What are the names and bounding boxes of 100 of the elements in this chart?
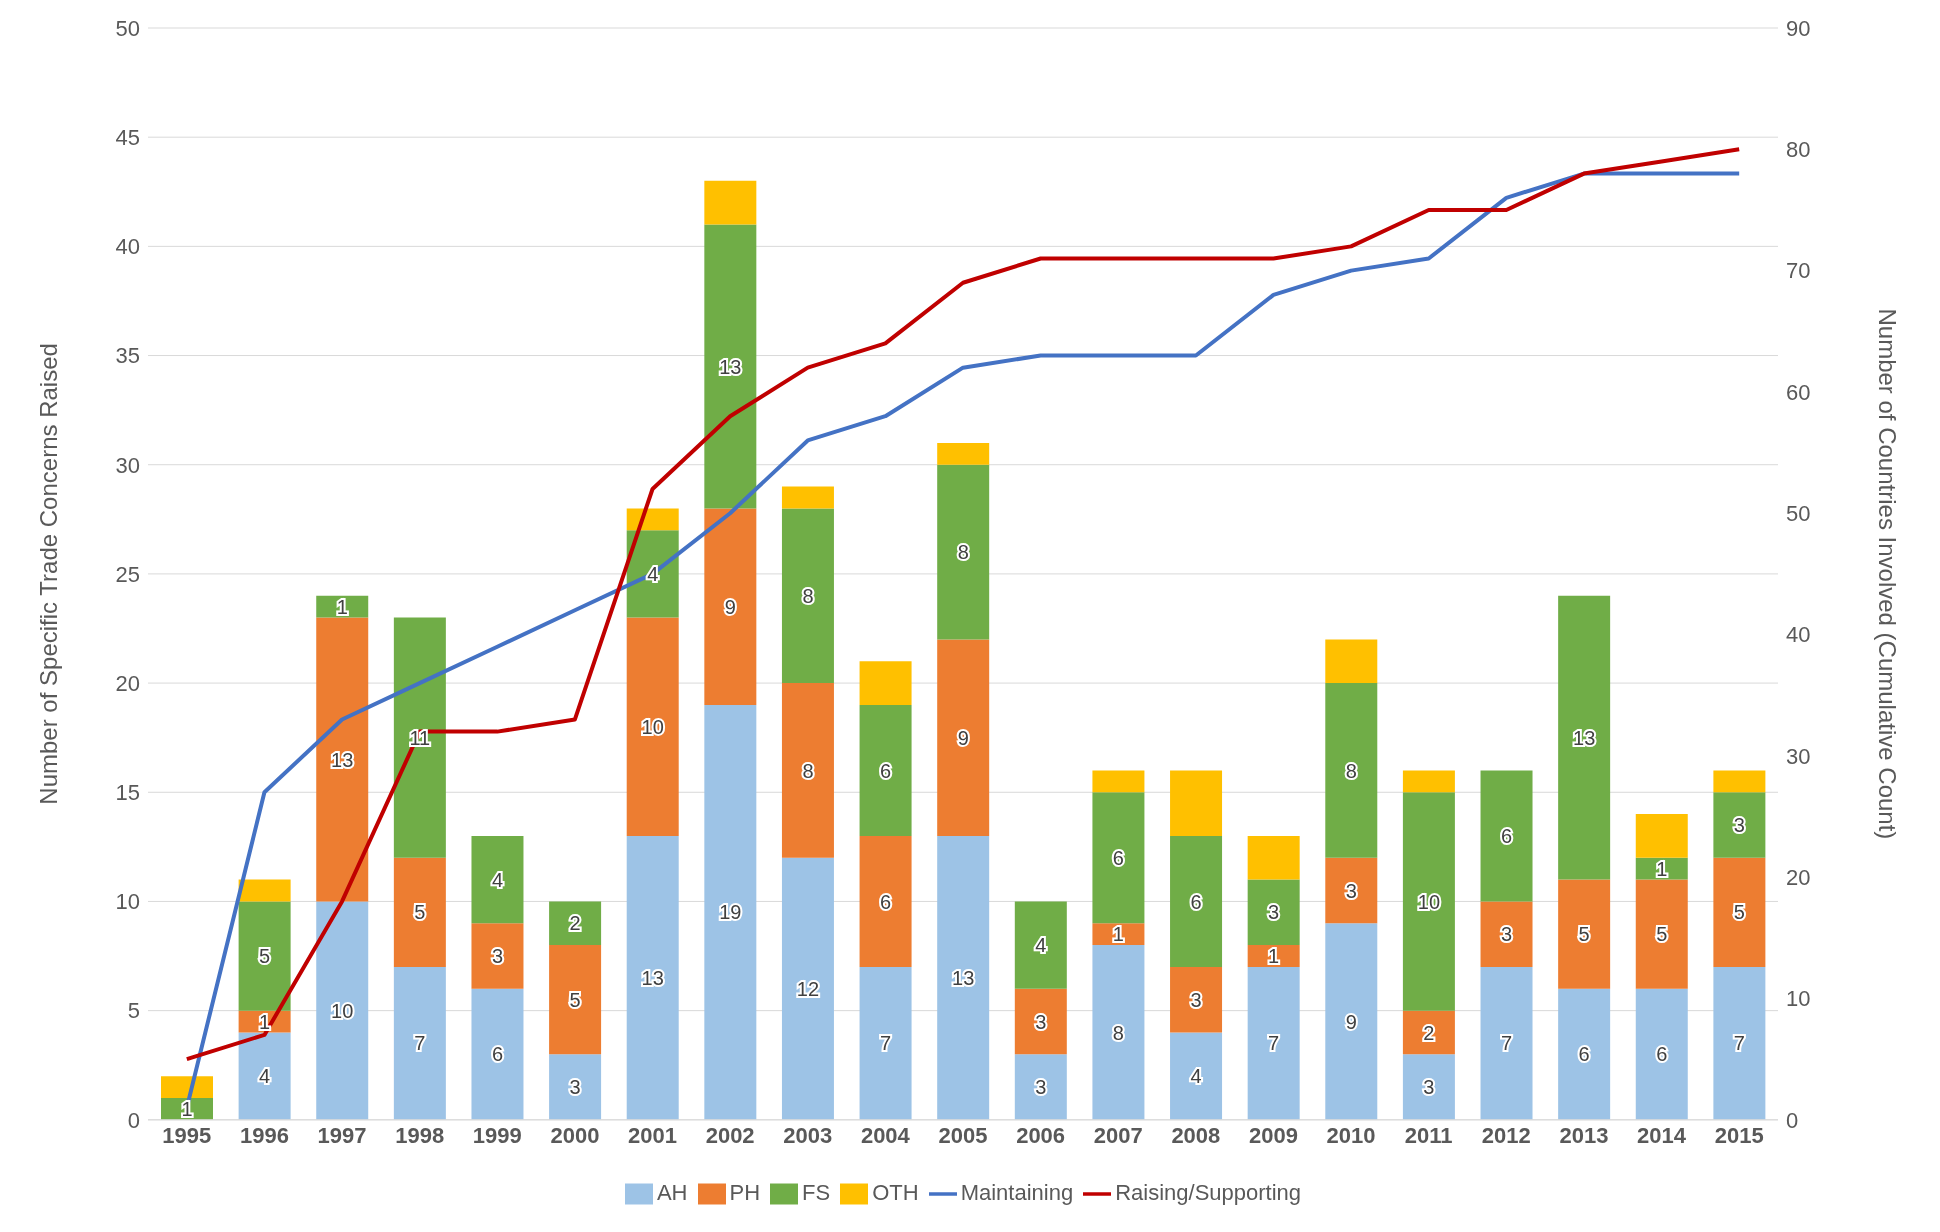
x-tick-label: 2013 xyxy=(1559,1123,1609,1149)
data-label: 19 xyxy=(719,901,742,924)
data-label: 1 xyxy=(1268,945,1280,968)
data-label: 1 xyxy=(336,595,348,618)
y2-tick-label: 90 xyxy=(1786,15,1811,41)
x-tick-label: 2014 xyxy=(1637,1123,1687,1149)
data-label: 3 xyxy=(1423,1076,1435,1099)
bar xyxy=(626,508,679,531)
y-tick-label: 10 xyxy=(115,889,140,915)
data-label: 3 xyxy=(1345,879,1357,902)
data-label: 9 xyxy=(1345,1010,1357,1033)
bar xyxy=(471,988,524,1120)
bar xyxy=(238,1032,291,1120)
data-label: 6 xyxy=(491,1043,504,1066)
bar xyxy=(1713,792,1766,858)
legend-label: PH xyxy=(729,1179,761,1205)
data-label: 5 xyxy=(1578,923,1590,946)
bar xyxy=(161,1076,213,1098)
y-tick-label: 30 xyxy=(115,452,140,478)
bar xyxy=(1480,901,1533,967)
y-tick-label: 0 xyxy=(127,1107,140,1133)
data-label: 3 xyxy=(569,1076,581,1099)
data-label: 6 xyxy=(880,890,892,913)
data-label: 3 xyxy=(491,945,504,968)
data-label: 8 xyxy=(1112,1021,1124,1044)
y-tick-label: 50 xyxy=(115,15,140,41)
bar xyxy=(1014,901,1067,989)
bar xyxy=(471,923,524,989)
data-label: 3 xyxy=(1268,901,1280,924)
x-tick-label: 1999 xyxy=(472,1123,522,1149)
bar xyxy=(549,901,602,946)
y-axis-title: Number of Specific Trade Concerns Raised xyxy=(34,343,62,805)
bar xyxy=(1092,792,1145,924)
y2-tick-label: 20 xyxy=(1786,865,1811,890)
bar xyxy=(393,617,446,858)
y2-axis-title: Number of Countries Involved (Cumulative Count) xyxy=(1874,308,1902,840)
data-label: 7 xyxy=(1733,1032,1745,1055)
data-label: 13 xyxy=(719,355,742,378)
bar xyxy=(1635,814,1688,858)
bar xyxy=(1170,835,1223,967)
bar xyxy=(937,835,990,1120)
data-label: 1 xyxy=(1656,857,1668,880)
data-label: 13 xyxy=(952,966,975,989)
bar xyxy=(1170,770,1223,836)
data-label: 6 xyxy=(1578,1043,1590,1066)
bar xyxy=(1170,1032,1223,1120)
data-label: 8 xyxy=(1345,759,1357,782)
y-tick-label: 5 xyxy=(127,998,140,1024)
bar xyxy=(471,835,524,924)
bar xyxy=(859,661,912,705)
y2-tick-label: 10 xyxy=(1786,986,1811,1012)
data-label: 7 xyxy=(414,1032,426,1055)
data-label: 13 xyxy=(331,748,354,771)
y2-tick-label: 40 xyxy=(1786,622,1811,648)
bar xyxy=(1402,1054,1455,1120)
y2-tick-label: 70 xyxy=(1786,258,1811,284)
data-label: 5 xyxy=(1656,923,1668,946)
bar xyxy=(704,704,757,1120)
bar xyxy=(1325,857,1378,924)
data-label: 10 xyxy=(641,715,664,738)
bar xyxy=(1558,595,1611,880)
y-tick-label: 20 xyxy=(115,670,140,696)
data-label: 6 xyxy=(1656,1043,1668,1066)
data-label: 7 xyxy=(1268,1032,1280,1055)
bar xyxy=(1635,879,1688,989)
y2-tick-label: 50 xyxy=(1786,501,1811,527)
bar xyxy=(1325,683,1378,858)
bar xyxy=(1325,923,1378,1120)
x-tick-label: 2004 xyxy=(860,1123,911,1149)
bar xyxy=(393,966,446,1120)
bar xyxy=(549,945,602,1055)
data-label: 7 xyxy=(880,1032,892,1055)
bar xyxy=(1558,988,1611,1120)
data-label: 1 xyxy=(259,1010,271,1033)
data-label: 6 xyxy=(1500,825,1513,848)
bar xyxy=(1247,835,1300,880)
bar xyxy=(1480,966,1533,1120)
y2-tick-label: 60 xyxy=(1786,379,1811,405)
bar xyxy=(781,683,834,858)
y-tick-label: 15 xyxy=(115,780,140,806)
data-label: 7 xyxy=(1500,1032,1513,1055)
bar xyxy=(859,704,912,836)
data-label: 12 xyxy=(796,977,820,1000)
bar xyxy=(393,857,446,967)
bar xyxy=(1480,770,1533,902)
data-label: 4 xyxy=(259,1065,271,1088)
data-label: 5 xyxy=(414,901,426,924)
x-tick-label: 1995 xyxy=(162,1123,212,1149)
x-tick-label: 2015 xyxy=(1714,1123,1764,1149)
bar xyxy=(1092,770,1145,793)
x-tick-label: 2006 xyxy=(1016,1123,1066,1149)
x-tick-label: 2005 xyxy=(938,1123,988,1149)
bar xyxy=(238,879,291,902)
data-label: 5 xyxy=(259,945,271,968)
bar xyxy=(1092,945,1145,1120)
bar xyxy=(316,901,369,1120)
bar xyxy=(937,464,990,640)
bar xyxy=(1247,966,1300,1120)
bar xyxy=(1014,988,1067,1055)
x-tick-label: 2008 xyxy=(1171,1123,1221,1149)
